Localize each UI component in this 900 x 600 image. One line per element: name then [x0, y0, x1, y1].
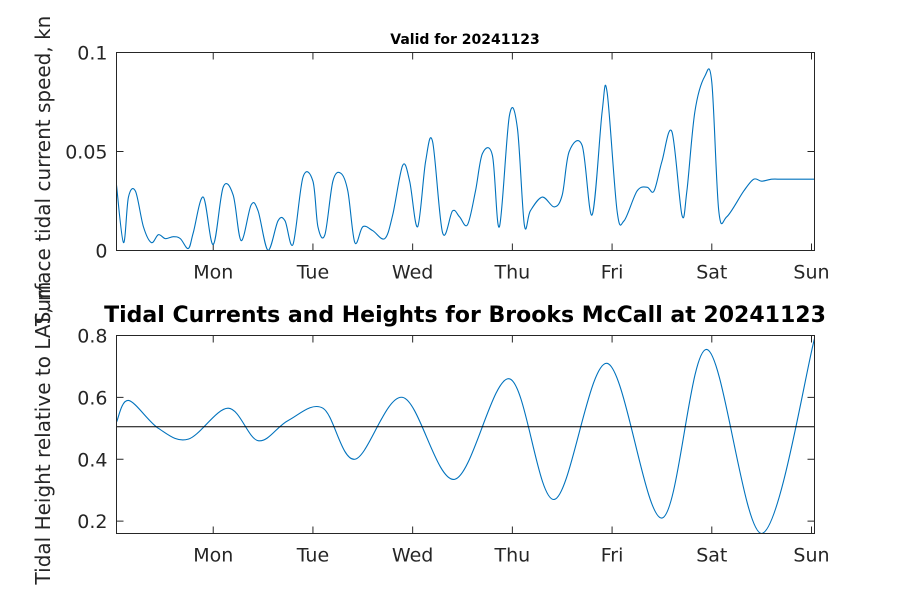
tidal-height-x-tick-label: Fri	[601, 545, 624, 567]
tidal-height-chart-title: Tidal Currents and Heights for Brooks Mc…	[104, 303, 826, 328]
tidal-height-y-tick-label: 0.6	[77, 387, 107, 409]
current-speed-axes-box	[116, 52, 815, 251]
tidal-height-x-tick-label: Wed	[392, 545, 433, 567]
current-speed-x-tick-label: Sat	[696, 262, 727, 284]
tidal-height-x-tick-label: Sat	[696, 545, 727, 567]
tidal-height-x-tick-label: Thu	[494, 545, 531, 567]
tidal-height-x-tick-label: Mon	[193, 545, 233, 567]
tidal-height-y-tick-label: 0.8	[77, 326, 107, 348]
current-speed-chart-title: Valid for 20241123	[390, 32, 539, 48]
current-speed-ticks: Mon Tue Wed Thu Fri Sat Sun 0 0.05 0.1	[65, 43, 829, 284]
current-speed-chart: Valid for 20241123 Surface tidal current…	[31, 16, 830, 325]
tidal-height-x-tick-label: Tue	[296, 545, 329, 567]
current-speed-y-tick-label: 0	[95, 241, 107, 263]
current-speed-y-tick-label: 0.05	[65, 142, 107, 164]
current-speed-y-axis-label: Surface tidal current speed, kn	[31, 16, 55, 325]
current-speed-series-line	[115, 68, 815, 252]
tidal-height-y-tick-label: 0.4	[77, 449, 107, 471]
tidal-height-axes-box	[116, 335, 815, 534]
tidal-height-y-tick-label: 0.2	[77, 511, 107, 533]
current-speed-x-tick-label: Tue	[296, 262, 329, 284]
tidal-height-ticks: Mon Tue Wed Thu Fri Sat Sun 0.2 0.4 0.6 0.8	[77, 326, 829, 567]
current-speed-x-tick-label: Thu	[494, 262, 531, 284]
tidal-height-y-axis-label: Tidal Height relative to LAT, m	[31, 282, 55, 586]
tidal-height-chart: Tidal Currents and Heights for Brooks Mc…	[31, 282, 830, 586]
tidal-height-series-line	[115, 338, 816, 535]
current-speed-x-tick-label: Wed	[392, 262, 433, 284]
current-speed-x-tick-label: Fri	[601, 262, 624, 284]
current-speed-x-tick-label: Sun	[793, 262, 829, 284]
tidal-height-x-tick-label: Sun	[793, 545, 829, 567]
current-speed-x-tick-label: Mon	[193, 262, 233, 284]
current-speed-y-tick-label: 0.1	[77, 43, 107, 65]
